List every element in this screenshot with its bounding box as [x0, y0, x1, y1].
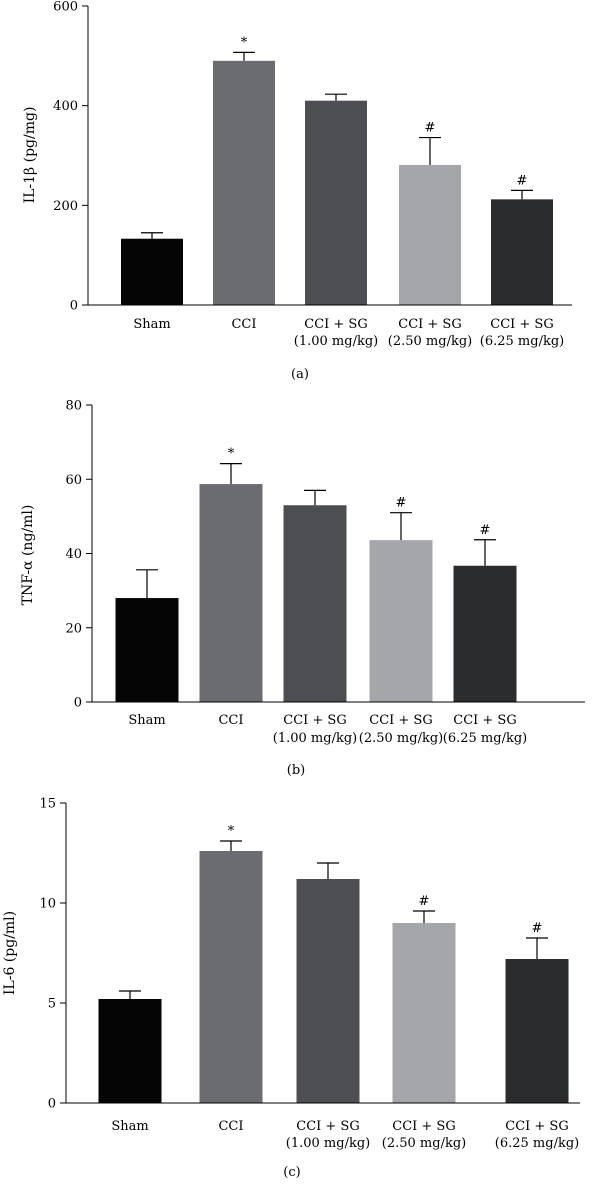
chart-panel-3: * # #0 5 10 15 Sham CCI CCI + SG (1.00 mg/kg) CCI … [2, 797, 580, 1180]
y-tick-label: 200 [53, 199, 78, 214]
category-label: Sham [128, 713, 165, 728]
category-label: CCI + SG [296, 1119, 359, 1134]
y-tick-label: 40 [65, 547, 82, 562]
category-label: (2.50 mg/kg) [382, 1136, 466, 1151]
category-label: Sham [111, 1119, 148, 1134]
significance-mark-5: # [517, 173, 528, 188]
category-label: CCI + SG [392, 1119, 455, 1134]
category-label: (6.25 mg/kg) [443, 731, 527, 746]
y-tick-label: 15 [39, 797, 56, 812]
y-axis-title: IL-6 (pg/ml) [2, 911, 18, 995]
category-label: CCI + SG [304, 317, 367, 332]
category-label: Sham [133, 317, 170, 332]
significance-mark-2: * [228, 824, 235, 839]
category-label: (2.50 mg/kg) [388, 334, 472, 349]
chart-panel-1: * # #0 200 400 600 Sham CCI CCI + SG (1.00 mg/kg)… [22, 0, 572, 382]
panel-label: (b) [287, 763, 305, 778]
category-label: CCI [231, 317, 256, 332]
bar-3 [283, 505, 347, 702]
bar-4 [392, 923, 456, 1103]
significance-mark-4: # [425, 121, 436, 136]
bar-5 [491, 199, 553, 305]
category-label: (6.25 mg/kg) [495, 1136, 579, 1151]
category-label: CCI + SG [369, 713, 432, 728]
y-tick-label: 5 [48, 997, 56, 1012]
bar-1 [121, 238, 183, 305]
panel-label: (c) [283, 1165, 300, 1180]
category-label: CCI + SG [283, 713, 346, 728]
bar-2 [213, 60, 275, 305]
bar-1 [115, 598, 179, 702]
significance-mark-2: * [241, 35, 248, 50]
bar-5 [505, 959, 569, 1103]
category-label: (1.00 mg/kg) [286, 1136, 370, 1151]
bar-2 [199, 851, 263, 1103]
category-label: (1.00 mg/kg) [294, 334, 378, 349]
y-tick-label: 400 [53, 99, 78, 114]
panel-label: (a) [291, 367, 309, 382]
y-tick-label: 10 [39, 897, 56, 912]
bar-3 [305, 100, 367, 305]
category-label: (1.00 mg/kg) [273, 731, 357, 746]
y-tick-label: 60 [65, 473, 82, 488]
category-label: CCI [218, 713, 243, 728]
y-tick-label: 0 [48, 1097, 56, 1112]
category-label: CCI + SG [490, 317, 553, 332]
bar-3 [296, 879, 360, 1103]
significance-mark-5: # [532, 921, 543, 936]
y-tick-label: 0 [70, 299, 78, 314]
category-label: (6.25 mg/kg) [480, 334, 564, 349]
category-label: (2.50 mg/kg) [359, 731, 443, 746]
bar-4 [369, 540, 433, 702]
bar-2 [199, 484, 263, 702]
significance-mark-2: * [228, 447, 235, 462]
significance-mark-4: # [396, 496, 407, 511]
significance-mark-4: # [419, 894, 430, 909]
y-tick-label: 80 [65, 399, 82, 414]
chart-panel-2: * # #0 20 40 60 80 Sham CCI CCI + SG (1.00 mg/kg) C… [20, 399, 585, 778]
category-label: CCI + SG [398, 317, 461, 332]
y-axis-title: TNF-α (ng/ml) [20, 505, 36, 606]
bar-1 [98, 999, 162, 1103]
y-tick-label: 0 [74, 696, 82, 711]
bar-4 [399, 164, 461, 305]
y-tick-label: 20 [65, 621, 82, 636]
category-label: CCI + SG [453, 713, 516, 728]
y-axis-title: IL-1β (pg/mg) [22, 107, 38, 204]
bar-5 [453, 565, 517, 702]
significance-mark-5: # [480, 523, 491, 538]
y-tick-label: 600 [53, 0, 78, 15]
category-label: CCI + SG [505, 1119, 568, 1134]
category-label: CCI [218, 1119, 243, 1134]
